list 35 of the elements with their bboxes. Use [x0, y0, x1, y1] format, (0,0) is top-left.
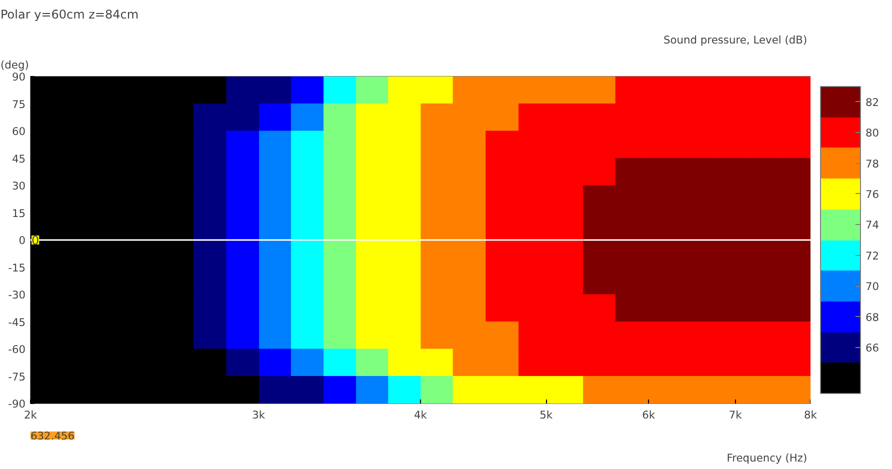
color-bar-label: 76: [866, 188, 880, 201]
y-tick-label: -90: [8, 398, 26, 410]
y-tick-label: 60: [12, 125, 26, 138]
y-tick-label: 0: [18, 234, 26, 247]
y-tick-label: -30: [8, 288, 26, 302]
x-tick-label: 7k: [728, 408, 743, 422]
chart-title: Polar y=60cm z=84cm: [0, 8, 139, 22]
color-bar-label: 82: [866, 96, 880, 109]
y-tick-label: -60: [8, 343, 26, 356]
x-tick-label: 8k: [804, 408, 818, 422]
color-bar-label: 72: [866, 249, 880, 262]
y-tick-label: -45: [8, 316, 26, 329]
color-bar-label: 66: [866, 341, 880, 354]
x-tick-label: 4k: [414, 408, 428, 422]
y-tick-label: 45: [12, 152, 26, 166]
y-tick-label: -75: [8, 370, 26, 384]
color-bar-label: 80: [866, 126, 880, 140]
y-tick-label: 75: [12, 98, 26, 111]
color-bar-label: 78: [866, 157, 880, 170]
x-axis-title: Frequency (Hz): [726, 452, 808, 464]
y-tick-label: 30: [12, 180, 26, 192]
color-bar-title: Sound pressure, Level (dB): [663, 34, 808, 46]
text: 632.456: [30, 430, 75, 442]
color-bar-label: 68: [866, 310, 880, 324]
y-axis-title: (deg): [0, 58, 29, 72]
color-bar-label: 70: [866, 280, 880, 294]
y-tick-label: 90: [12, 70, 26, 84]
x-tick-label: 2k: [24, 408, 38, 422]
x-tick-label: 3k: [252, 408, 266, 422]
x-tick-label: 5k: [540, 408, 554, 422]
color-bar-label: 74: [866, 218, 880, 232]
ref-line-label: 0: [32, 234, 40, 248]
y-tick-label: -15: [8, 261, 26, 274]
y-tick-label: 15: [12, 206, 26, 220]
x-tick-label: 6k: [642, 408, 656, 422]
